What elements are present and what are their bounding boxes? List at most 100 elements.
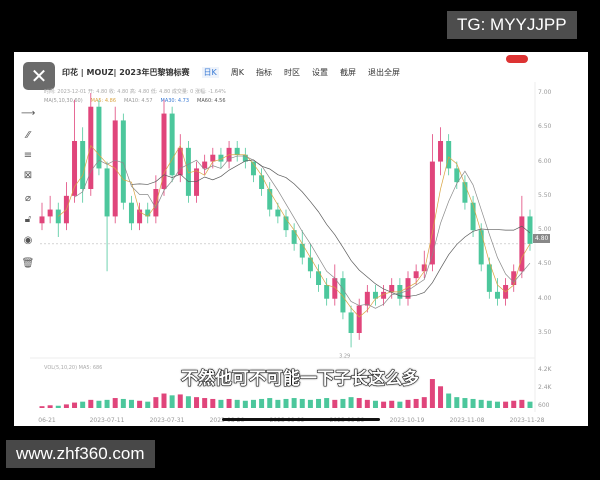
volume-bar bbox=[120, 398, 126, 408]
record-indicator bbox=[506, 55, 528, 63]
magnet-icon[interactable]: ⌀ bbox=[24, 193, 32, 204]
candle-body bbox=[267, 189, 273, 210]
volume-bar bbox=[527, 401, 533, 408]
volume-bar bbox=[389, 400, 395, 408]
tab-settings[interactable]: 设置 bbox=[312, 68, 329, 77]
volume-bar bbox=[242, 400, 248, 408]
eye-icon[interactable]: ◉ bbox=[23, 235, 33, 246]
volume-bar bbox=[340, 398, 346, 408]
candle-body bbox=[389, 285, 395, 292]
volume-bar bbox=[145, 401, 151, 408]
exit-fullscreen-button[interactable]: 退出全屏 bbox=[368, 68, 401, 77]
volume-bar bbox=[316, 398, 322, 408]
ma5-value: MA5: 4.86 bbox=[90, 98, 116, 104]
volume-bar bbox=[55, 405, 61, 408]
candle-body bbox=[316, 271, 322, 285]
volume-bar bbox=[161, 393, 167, 408]
volume-bar bbox=[72, 402, 78, 408]
volume-bar bbox=[283, 398, 289, 408]
volume-bar bbox=[104, 399, 110, 408]
volume-bar bbox=[462, 398, 468, 408]
candle-body bbox=[210, 154, 216, 162]
candle-body bbox=[259, 175, 265, 189]
candle-body bbox=[234, 147, 240, 155]
volume-bar bbox=[486, 400, 492, 408]
ma-label: MA(5,10,30,60) bbox=[44, 98, 83, 104]
x-tick-label: 2023-07-11 bbox=[89, 417, 125, 424]
close-button[interactable]: ✕ bbox=[23, 62, 55, 90]
volume-bar bbox=[332, 399, 338, 408]
candle-body bbox=[275, 209, 281, 217]
candle-body bbox=[381, 291, 387, 299]
volume-bar bbox=[421, 397, 427, 408]
volume-bar bbox=[137, 400, 143, 408]
ma-legend: MA(5,10,30,60) MA5: 4.86 MA10: 4.57 MA30… bbox=[44, 98, 226, 104]
x-tick-label: 06-21 bbox=[38, 417, 56, 424]
pattern-tool-icon[interactable]: ⊠ bbox=[23, 170, 33, 181]
volume-bar bbox=[259, 398, 265, 408]
fib-tool-icon[interactable]: ≡ bbox=[23, 150, 33, 161]
candle-body bbox=[96, 106, 102, 169]
candle-body bbox=[405, 278, 411, 299]
volume-bar bbox=[202, 398, 208, 408]
volume-bar bbox=[381, 401, 387, 408]
candle-body bbox=[372, 291, 378, 299]
volume-bar bbox=[39, 406, 45, 408]
home-indicator-bar bbox=[222, 418, 380, 421]
tab-weekly-k[interactable]: 周K bbox=[230, 68, 245, 77]
tab-daily-k[interactable]: 日K bbox=[201, 67, 219, 78]
volume-bar bbox=[112, 398, 118, 408]
tab-indicator[interactable]: 指标 bbox=[256, 68, 273, 77]
volume-bar bbox=[226, 398, 232, 408]
volume-bar bbox=[348, 397, 354, 408]
candle-body bbox=[104, 168, 110, 217]
candle-body bbox=[519, 216, 525, 272]
x-tick-label: 2023-07-31 bbox=[149, 417, 185, 424]
candle-body bbox=[364, 291, 370, 306]
candle-body bbox=[291, 230, 297, 244]
volume-bar bbox=[250, 399, 256, 408]
candle-body bbox=[72, 141, 78, 196]
ma5-line bbox=[58, 144, 531, 318]
candle-body bbox=[494, 291, 500, 299]
volume-bar bbox=[405, 399, 411, 408]
candle-body bbox=[332, 278, 338, 299]
tab-timezone[interactable]: 时区 bbox=[284, 68, 301, 77]
volume-bar bbox=[88, 399, 94, 408]
volume-bar bbox=[194, 397, 200, 408]
x-tick-label: 2023-11-08 bbox=[449, 417, 485, 424]
y-tick-label: 6.00 bbox=[538, 157, 552, 165]
tab-screenshot[interactable]: 截屏 bbox=[340, 68, 357, 77]
volume-bar bbox=[470, 398, 476, 408]
x-tick-label: 2023-10-19 bbox=[389, 417, 425, 424]
volume-bar bbox=[356, 398, 362, 408]
ma30-value: MA30: 4.73 bbox=[160, 98, 190, 104]
y-tick-label: 4.00 bbox=[538, 294, 552, 302]
y-tick-label: 6.50 bbox=[538, 123, 552, 131]
ma60-value: MA60: 4.56 bbox=[197, 98, 226, 104]
ma30-line bbox=[131, 159, 531, 297]
volume-bar bbox=[503, 401, 509, 408]
last-price-tag: 4.80 bbox=[533, 234, 551, 243]
trend-line-tool-icon[interactable]: ⁄⁄ bbox=[26, 130, 30, 141]
y-tick-label: 3.50 bbox=[538, 329, 552, 336]
lock-icon[interactable]: 🔓︎ bbox=[24, 214, 32, 225]
volume-bar bbox=[478, 399, 484, 408]
y-tick-label: 4.50 bbox=[538, 260, 552, 268]
y-tick-label: 5.50 bbox=[538, 191, 552, 199]
y-tick-label: 7.00 bbox=[538, 89, 552, 96]
low-label: 3.29 bbox=[339, 353, 350, 359]
candle-body bbox=[47, 209, 53, 217]
trash-icon[interactable]: 🗑︎ bbox=[21, 258, 35, 269]
horizontal-line-tool-icon[interactable]: ⟶ bbox=[21, 108, 36, 119]
candle-body bbox=[511, 271, 517, 285]
x-tick-label: 2023-11-28 bbox=[509, 417, 545, 424]
volume-bar bbox=[96, 400, 102, 408]
candle-body bbox=[348, 312, 354, 333]
candle-body bbox=[462, 182, 468, 203]
ma10-value: MA10: 4.57 bbox=[124, 98, 153, 104]
video-subtitle: 不然他可不可能一下子长这么多 bbox=[181, 369, 420, 390]
candle-body bbox=[137, 209, 143, 224]
volume-bar bbox=[153, 397, 159, 408]
